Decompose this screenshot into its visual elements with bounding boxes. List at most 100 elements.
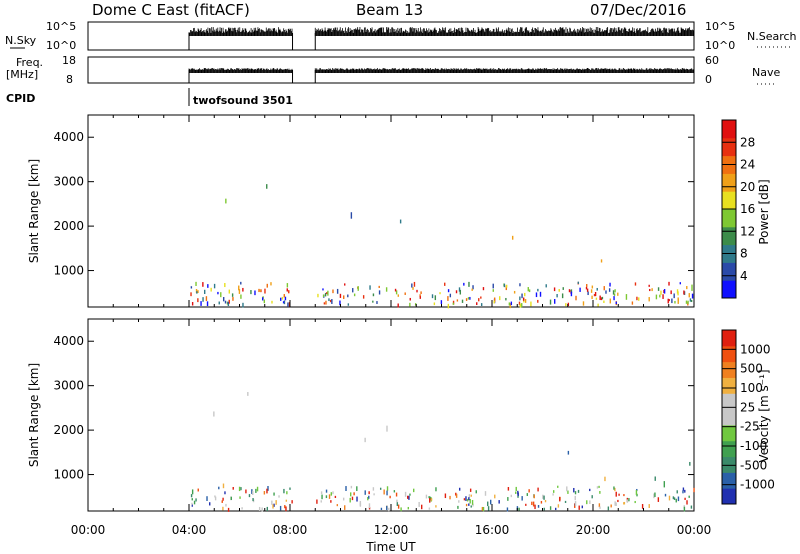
scatter-mark — [322, 288, 324, 291]
scatter-mark — [598, 485, 600, 488]
scatter-mark — [636, 493, 638, 497]
scatter-mark — [435, 487, 437, 492]
scatter-mark — [471, 288, 473, 291]
scatter-mark — [623, 502, 625, 505]
scatter-mark — [389, 495, 391, 499]
colorbar-swatch — [722, 262, 736, 281]
scatter-mark — [330, 500, 332, 503]
colorbar-tick-label: 28 — [740, 135, 755, 149]
scatter-mark — [252, 498, 254, 502]
scatter-mark — [663, 289, 666, 294]
scatter-mark — [231, 293, 234, 297]
scatter-mark — [567, 302, 570, 307]
scatter-mark — [256, 486, 259, 492]
scatter-mark — [428, 496, 430, 499]
scatter-mark — [662, 294, 664, 299]
colorbar-swatch — [722, 472, 736, 489]
colorbar-swatch — [722, 280, 736, 299]
scatter-mark — [275, 500, 277, 505]
date-label: 07/Dec/2016 — [590, 1, 687, 19]
y-tick-label: 2000 — [53, 219, 84, 233]
scatter-mark — [397, 504, 400, 509]
scatter-mark — [553, 287, 556, 292]
scatter-mark — [349, 492, 352, 497]
scatter-mark — [654, 476, 656, 481]
scatter-mark — [527, 287, 529, 292]
scatter-mark — [636, 296, 638, 301]
scatter-mark — [429, 497, 431, 503]
scatter-mark — [206, 301, 209, 307]
scatter-mark — [518, 507, 520, 511]
scatter-mark — [328, 494, 331, 499]
scatter-mark — [220, 292, 222, 298]
scatter-mark — [279, 505, 282, 511]
scatter-mark — [660, 290, 662, 295]
scatter-mark — [599, 490, 601, 494]
nave-top-tick: 60 — [705, 54, 719, 67]
scatter-mark — [521, 293, 523, 299]
colorbar-swatch — [722, 361, 736, 378]
scatter-mark — [261, 507, 263, 512]
scatter-mark — [287, 302, 289, 307]
scatter-mark — [691, 293, 694, 299]
colorbar-swatch — [722, 424, 736, 442]
scatter-mark — [591, 495, 593, 499]
scatter-mark — [613, 296, 615, 301]
scatter-mark — [353, 492, 355, 496]
scatter-mark — [288, 290, 290, 294]
scatter-mark — [195, 288, 198, 293]
y-tick-label: 2000 — [53, 423, 84, 437]
scatter-mark — [222, 497, 224, 501]
scatter-mark — [521, 303, 523, 308]
colorbar-swatch — [722, 345, 736, 363]
scatter-mark — [587, 291, 589, 296]
scatter-mark — [599, 506, 601, 509]
scatter-mark — [537, 487, 539, 492]
velocity-colorbar-label: Velocity [m s⁻¹] — [757, 369, 771, 462]
scatter-mark — [562, 287, 564, 290]
scatter-mark — [683, 290, 685, 295]
cpid-value: twofsound 3501 — [193, 94, 293, 107]
x-tick-label: 20:00 — [576, 523, 611, 537]
scatter-mark — [204, 289, 206, 294]
scatter-mark — [238, 289, 241, 294]
colorbar-swatch — [722, 120, 736, 139]
scatter-mark — [325, 300, 327, 305]
scatter-mark — [648, 284, 650, 287]
scatter-mark — [556, 294, 558, 298]
velocity-colorbar: 1000 500 100 25 -25 -100 -500 -1000 — [721, 329, 775, 505]
scatter-mark — [598, 503, 601, 508]
scatter-mark — [373, 493, 375, 496]
scatter-mark — [668, 281, 670, 286]
scatter-mark — [409, 493, 411, 496]
scatter-mark — [218, 486, 220, 490]
scatter-mark — [687, 300, 689, 304]
scatter-mark — [465, 496, 467, 501]
scatter-mark — [447, 296, 449, 301]
scatter-mark — [594, 292, 597, 297]
scatter-mark — [585, 286, 588, 290]
scatter-mark — [368, 506, 371, 510]
scatter-mark — [469, 296, 471, 300]
scatter-mark — [227, 507, 230, 512]
scatter-mark — [364, 437, 366, 443]
scatter-mark — [444, 493, 447, 499]
scatter-mark — [409, 297, 411, 301]
scatter-mark — [603, 286, 605, 291]
scatter-mark — [455, 492, 457, 496]
scatter-mark — [559, 496, 561, 502]
scatter-mark — [480, 303, 483, 307]
scatter-mark — [492, 289, 494, 292]
y-tick-label: 1000 — [53, 468, 84, 482]
scatter-mark — [557, 504, 560, 508]
scatter-mark — [654, 492, 656, 497]
scatter-mark — [372, 487, 375, 491]
scatter-mark — [214, 496, 217, 501]
scatter-mark — [431, 294, 434, 299]
scatter-mark — [440, 300, 443, 304]
scatter-mark — [679, 282, 682, 285]
scatter-mark — [329, 299, 332, 303]
colorbar-tick-label: 20 — [740, 180, 755, 194]
scatter-mark — [608, 288, 611, 292]
station-title: Dome C East (fitACF) — [92, 1, 250, 19]
